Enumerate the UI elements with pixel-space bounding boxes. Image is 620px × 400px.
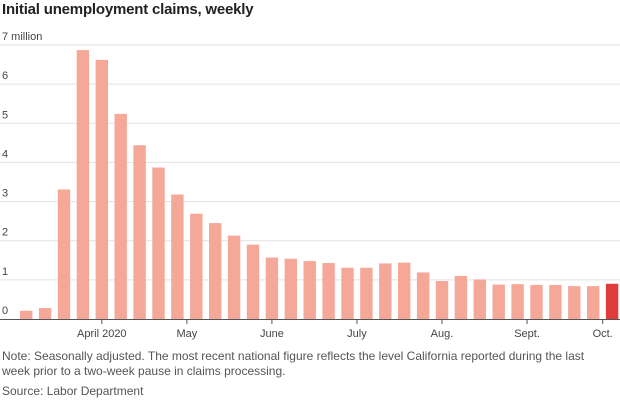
bar bbox=[38, 308, 52, 319]
bar bbox=[549, 284, 562, 319]
bar bbox=[152, 167, 165, 319]
chart-note: Note: Seasonally adjusted. The most rece… bbox=[2, 349, 585, 378]
bar bbox=[587, 286, 600, 319]
x-tick-label: Aug. bbox=[431, 328, 454, 340]
x-tick-label: Oct. bbox=[593, 328, 613, 340]
bar bbox=[454, 275, 468, 319]
y-tick-label: 5 bbox=[2, 109, 8, 121]
y-tick-label: 6 bbox=[2, 70, 8, 82]
bar-chart: 0 1 2 3 4 5 6 7 million April 2020 May June July Aug… bbox=[0, 31, 620, 340]
bar-latest bbox=[605, 283, 619, 319]
bar bbox=[360, 267, 373, 319]
bar bbox=[209, 223, 222, 319]
bar bbox=[57, 189, 71, 319]
bar bbox=[95, 59, 108, 319]
chart-title: Initial unemployment claims, weekly bbox=[2, 1, 254, 18]
bar bbox=[20, 310, 33, 319]
bar bbox=[511, 284, 524, 319]
x-tick-label: Sept. bbox=[514, 328, 540, 340]
bar bbox=[416, 272, 430, 319]
bar bbox=[303, 261, 316, 319]
bar bbox=[171, 194, 184, 319]
bar bbox=[435, 281, 449, 319]
bar bbox=[227, 235, 241, 319]
y-tick-label: 7 million bbox=[2, 31, 42, 43]
bar bbox=[133, 145, 146, 319]
y-tick-label: 0 bbox=[2, 305, 8, 317]
x-tick-label: May bbox=[176, 328, 197, 340]
bar bbox=[114, 113, 127, 320]
bar bbox=[322, 263, 335, 319]
bar bbox=[190, 213, 203, 319]
bar bbox=[398, 262, 411, 319]
bar bbox=[473, 279, 486, 319]
bar bbox=[341, 267, 354, 319]
bar bbox=[265, 257, 279, 319]
bar bbox=[530, 284, 543, 319]
y-tick-label: 4 bbox=[2, 148, 8, 160]
bar bbox=[379, 263, 392, 319]
chart-source: Source: Labor Department bbox=[2, 384, 144, 398]
y-tick-label: 3 bbox=[2, 188, 8, 200]
bar bbox=[492, 284, 505, 319]
x-tick-label: April 2020 bbox=[77, 328, 127, 340]
bar bbox=[246, 244, 260, 319]
bar bbox=[76, 50, 90, 320]
bar bbox=[284, 258, 297, 319]
x-tick-label: June bbox=[260, 328, 284, 340]
y-tick-label: 1 bbox=[2, 266, 8, 278]
x-tick-label: July bbox=[347, 328, 367, 340]
bar bbox=[568, 286, 581, 319]
y-tick-label: 2 bbox=[2, 227, 8, 239]
